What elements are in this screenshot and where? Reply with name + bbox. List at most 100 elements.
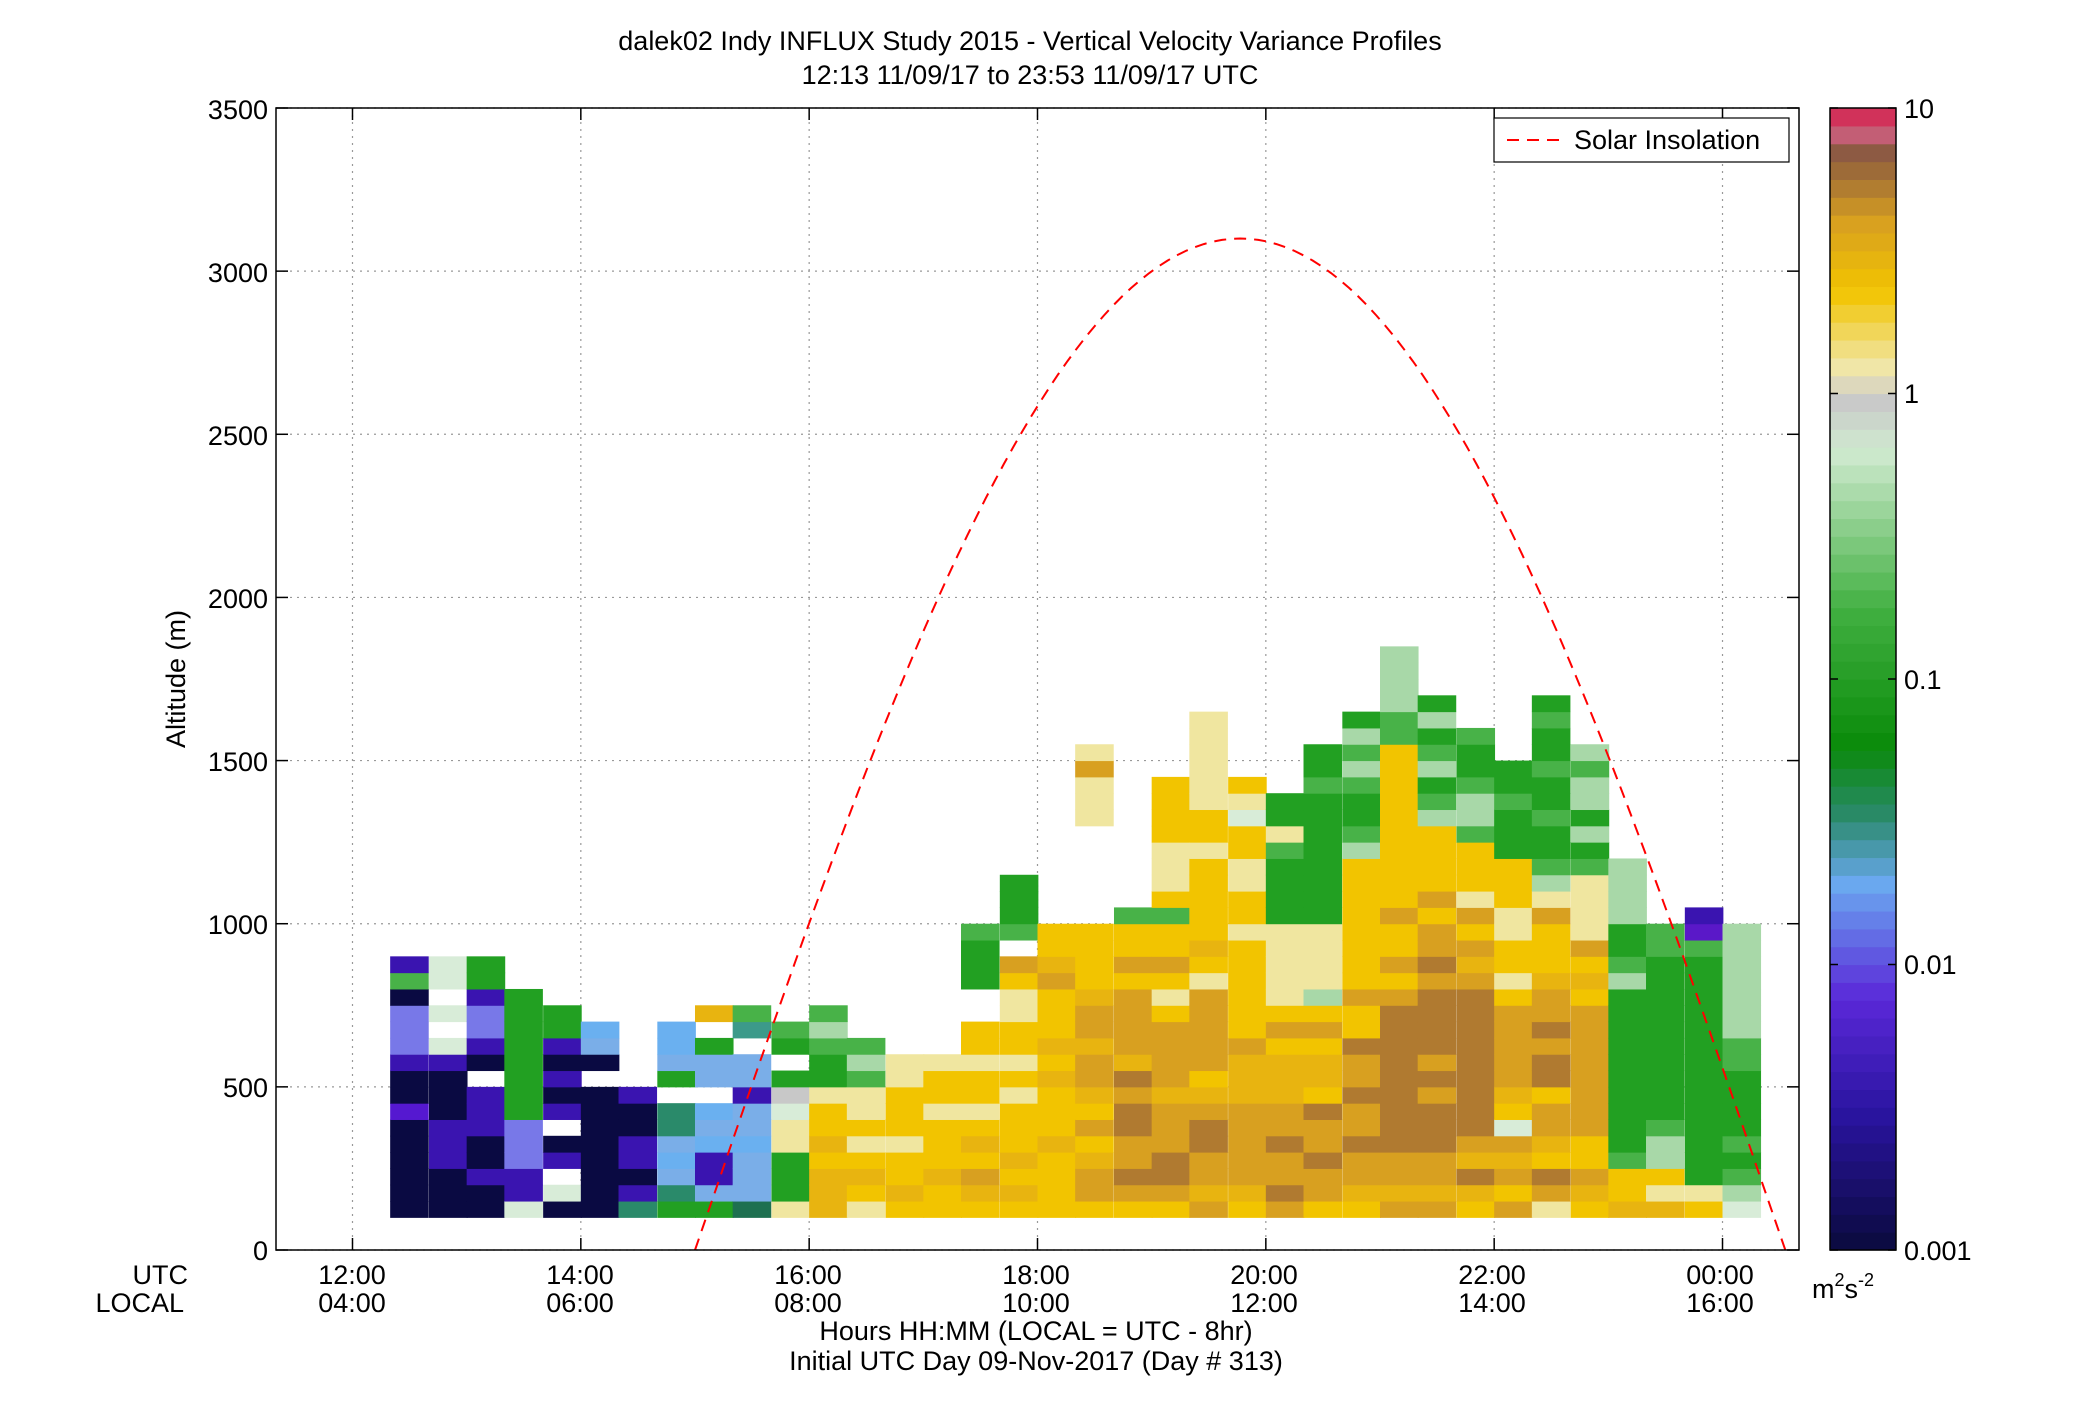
- colorbar-segment: [1830, 375, 1896, 395]
- heatmap-cell: [1228, 1184, 1267, 1202]
- heatmap-cell: [1531, 1119, 1571, 1137]
- heatmap-cell: [1722, 1021, 1762, 1039]
- heatmap-cell: [1228, 940, 1267, 957]
- heatmap-cell: [1303, 972, 1343, 990]
- heatmap-cell: [1342, 1070, 1381, 1088]
- heatmap-cell: [504, 1005, 543, 1023]
- heatmap-cell: [1456, 891, 1496, 908]
- heatmap-cell: [1456, 940, 1496, 957]
- colorbar-segment: [1830, 1232, 1896, 1251]
- heatmap-cell: [961, 1021, 1000, 1039]
- heatmap-cell: [1303, 940, 1343, 957]
- heatmap-cell: [1380, 1086, 1419, 1104]
- heatmap-cell: [1646, 1070, 1685, 1088]
- heatmap-cell: [1456, 1070, 1496, 1088]
- heatmap-cell: [1417, 1103, 1457, 1120]
- heatmap-cell: [694, 1037, 734, 1055]
- heatmap-cell: [543, 1152, 582, 1169]
- heatmap-cell: [999, 1152, 1039, 1169]
- heatmap-cell: [1417, 711, 1457, 729]
- heatmap-cell: [1151, 1119, 1191, 1137]
- heatmap-cell: [580, 1119, 620, 1137]
- heatmap-cell: [1303, 1168, 1343, 1186]
- heatmap-cell: [923, 1168, 962, 1186]
- heatmap-cell: [466, 1086, 506, 1104]
- heatmap-cell: [885, 1152, 925, 1169]
- heatmap-cell: [390, 1054, 429, 1072]
- colorbar-segment: [1830, 1160, 1896, 1180]
- heatmap-cell: [809, 1054, 848, 1072]
- heatmap-cell: [1570, 1201, 1610, 1218]
- heatmap-cell: [1494, 923, 1533, 941]
- heatmap-cell: [1456, 793, 1496, 811]
- colorbar-segment: [1830, 1142, 1896, 1162]
- heatmap-cell: [1494, 1103, 1533, 1120]
- heatmap-cell: [1684, 1119, 1724, 1137]
- heatmap-cell: [1075, 1184, 1114, 1202]
- heatmap-cell: [1037, 1135, 1077, 1153]
- heatmap-cell: [428, 1086, 468, 1104]
- heatmap-cell: [1417, 923, 1457, 941]
- heatmap-cell: [1684, 1168, 1724, 1186]
- heatmap-cell: [1075, 1168, 1114, 1186]
- heatmap-cell: [1684, 1103, 1724, 1120]
- colorbar-segment: [1830, 1196, 1896, 1215]
- heatmap-cell: [618, 1201, 658, 1218]
- heatmap-cell: [1570, 1070, 1610, 1088]
- heatmap-cell: [1570, 858, 1610, 876]
- heatmap-cell: [390, 1070, 429, 1088]
- heatmap-cell: [1531, 1168, 1571, 1186]
- heatmap-cell: [846, 1037, 886, 1055]
- heatmap-cell: [1494, 1168, 1533, 1186]
- heatmap-cell: [1113, 907, 1153, 925]
- heatmap-cell: [1265, 858, 1305, 876]
- heatmap-cell: [1608, 923, 1647, 941]
- heatmap-cell: [1228, 842, 1267, 859]
- heatmap-cell: [1646, 988, 1685, 1006]
- heatmap-cell: [961, 1135, 1000, 1153]
- heatmap-cell: [1075, 956, 1114, 974]
- heatmap-cell: [1494, 1054, 1533, 1072]
- heatmap-cell: [1531, 744, 1571, 762]
- heatmap-cell: [1037, 988, 1077, 1006]
- heatmap-cell: [771, 1021, 811, 1039]
- colorbar-segment: [1830, 1125, 1896, 1144]
- heatmap-cell: [1456, 1005, 1496, 1023]
- heatmap-cell: [1380, 809, 1419, 827]
- heatmap-cell: [390, 1135, 429, 1153]
- colorbar-segment: [1830, 232, 1896, 252]
- heatmap-cell: [1456, 825, 1496, 843]
- heatmap-cell: [466, 956, 506, 974]
- heatmap-cell: [1531, 874, 1571, 892]
- heatmap-cell: [732, 1070, 772, 1088]
- heatmap-cell: [1228, 1152, 1267, 1169]
- heatmap-cell: [1075, 1103, 1114, 1120]
- heatmap-cell: [1608, 874, 1647, 892]
- heatmap-cell: [1037, 1070, 1077, 1088]
- heatmap-cell: [1189, 1135, 1228, 1153]
- heatmap-cell: [1342, 842, 1381, 859]
- heatmap-cell: [657, 1135, 696, 1153]
- colorbar-segment: [1830, 1107, 1896, 1126]
- heatmap-cell: [1380, 1021, 1419, 1039]
- heatmap-cell: [1417, 940, 1457, 957]
- heatmap-cell: [809, 1152, 848, 1169]
- legend-box: [1493, 117, 1790, 163]
- heatmap-cell: [732, 1054, 772, 1072]
- heatmap-cell: [1531, 972, 1571, 990]
- heatmap-cell: [1037, 1086, 1077, 1104]
- heatmap-cell: [543, 1054, 582, 1072]
- heatmap-cell: [390, 956, 429, 974]
- heatmap-cell: [885, 1168, 925, 1186]
- heatmap-cell: [1456, 1135, 1496, 1153]
- heatmap-cell: [1075, 1135, 1114, 1153]
- heatmap-cell: [1531, 940, 1571, 957]
- colorbar-segment: [1830, 964, 1896, 983]
- heatmap-cell: [1531, 1135, 1571, 1153]
- heatmap-cell: [771, 1184, 811, 1202]
- heatmap-cell: [390, 1005, 429, 1023]
- heatmap-cell: [1380, 793, 1419, 811]
- heatmap-cell: [1456, 988, 1496, 1006]
- heatmap-cell: [1189, 972, 1228, 990]
- heatmap-cell: [1608, 1086, 1647, 1104]
